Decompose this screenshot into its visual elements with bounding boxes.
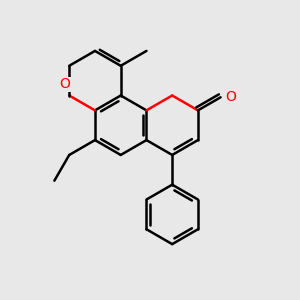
Text: O: O: [60, 77, 70, 91]
Text: O: O: [225, 90, 236, 104]
